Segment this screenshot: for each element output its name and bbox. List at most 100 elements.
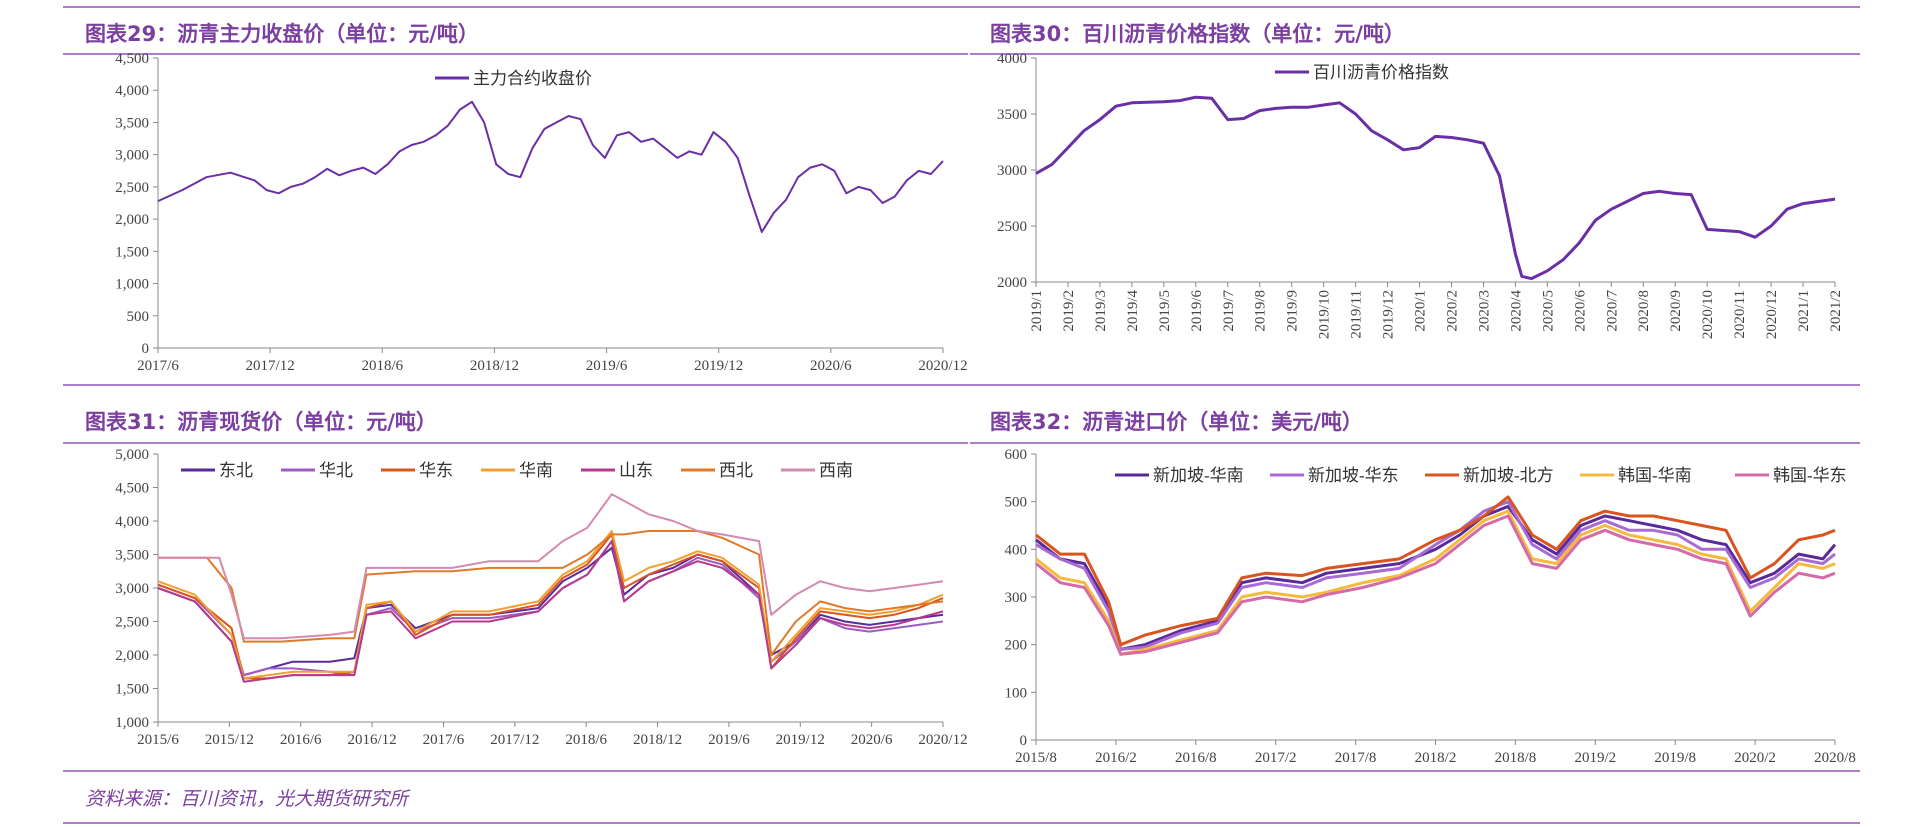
x-tick-label: 2020/10 <box>1700 290 1716 339</box>
chart-30: 2000 2500 3000 3500 4000 2019/1 2019/2 2019/3 20… <box>970 51 1860 382</box>
x-tick-label: 2019/6 <box>1189 290 1205 332</box>
panel-29-title-rule <box>63 53 968 55</box>
y-tick-label: 3,500 <box>115 548 149 564</box>
series-line-1 <box>1035 95 1836 281</box>
y-tick-label: 500 <box>1005 495 1028 511</box>
y-tick-label: 2000 <box>997 275 1027 291</box>
legend-label: 新加坡-北方 <box>1463 466 1554 485</box>
legend-label: 山东 <box>619 461 653 480</box>
x-tick-label: 2016/6 <box>280 732 322 748</box>
series-line-7 <box>158 493 944 640</box>
x-tick-label: 2017/2 <box>1255 750 1297 766</box>
y-tick-label: 2,000 <box>115 212 149 228</box>
x-tick-label: 2019/10 <box>1317 290 1333 339</box>
series-line-5 <box>157 540 944 683</box>
bottom-rule <box>63 822 1860 824</box>
y-tick-label: 2500 <box>997 219 1027 235</box>
series-line-4 <box>157 530 944 680</box>
x-tick-label: 2020/12 <box>1764 290 1780 339</box>
x-tick-label: 2020/4 <box>1508 290 1524 332</box>
series-line-4 <box>1035 509 1836 656</box>
panel-30-title: 图表30：百川沥青价格指数（单位：元/吨） <box>990 22 1405 46</box>
x-tick-label: 2019/8 <box>1253 290 1269 332</box>
x-tick-label: 2019/2 <box>1061 290 1077 332</box>
panel-31-title: 图表31：沥青现货价（单位：元/吨） <box>85 410 437 434</box>
middle-rule <box>63 384 1860 386</box>
chart-30-svg: 2000 2500 3000 3500 4000 2019/1 2019/2 2019/3 20… <box>997 51 1844 339</box>
y-tick-label: 3,000 <box>115 581 149 597</box>
x-tick-label: 2020/7 <box>1604 290 1620 332</box>
y-tick-label: 4,500 <box>115 51 149 67</box>
x-tick-label: 2019/2 <box>1574 750 1616 766</box>
y-tick-label: 200 <box>1005 638 1028 654</box>
x-tick-label: 2015/12 <box>205 732 254 748</box>
chart-32-svg: 0 100 200 300 400 500 600 2015/8 2016/2 2016/8 201… <box>1005 447 1856 766</box>
x-tick-label: 2019/8 <box>1654 750 1696 766</box>
y-tick-label: 2,000 <box>115 648 149 664</box>
legend-label: 华南 <box>519 461 553 480</box>
x-tick-label: 2019/5 <box>1157 290 1173 332</box>
x-tick-label: 2017/6 <box>423 732 465 748</box>
y-tick-label: 0 <box>142 341 150 357</box>
legend-label: 西南 <box>819 461 853 480</box>
legend-label: 百川沥青价格指数 <box>1313 63 1449 82</box>
x-tick-label: 2020/8 <box>1814 750 1856 766</box>
x-tick-label: 2015/6 <box>137 732 179 748</box>
y-tick-label: 1,500 <box>115 682 149 698</box>
top-rule <box>63 6 1860 8</box>
y-tick-label: 4,500 <box>115 481 149 497</box>
legend-label: 新加坡-华南 <box>1153 466 1244 485</box>
chart-29-svg: 0 500 1,000 1,500 2,000 2,500 3,000 3,500 4,000 4… <box>115 51 967 374</box>
y-tick-label: 2,500 <box>115 615 149 631</box>
x-tick-label: 2017/12 <box>490 732 539 748</box>
x-tick-label: 2019/11 <box>1349 290 1365 339</box>
x-tick-label: 2019/6 <box>708 732 750 748</box>
x-tick-label: 2019/12 <box>776 732 825 748</box>
series-line-3 <box>157 533 944 680</box>
y-tick-label: 3000 <box>997 163 1027 179</box>
x-tick-label: 2020/5 <box>1540 290 1556 332</box>
y-tick-label: 4000 <box>997 51 1027 67</box>
x-tick-label: 2018/6 <box>565 732 607 748</box>
y-tick-label: 4,000 <box>115 514 149 530</box>
panel-31-title-rule <box>63 442 968 444</box>
x-tick-label: 2018/12 <box>633 732 682 748</box>
legend-label: 韩国-华南 <box>1618 466 1692 485</box>
panel-32-title: 图表32：沥青进口价（单位：美元/吨） <box>990 410 1363 434</box>
series-line-3 <box>1035 495 1836 647</box>
x-tick-label: 2020/3 <box>1476 290 1492 332</box>
legend-label: 东北 <box>219 461 253 480</box>
x-tick-label: 2019/6 <box>586 358 628 374</box>
chart-31-svg: 1,000 1,500 2,000 2,500 3,000 3,500 4,000 4,500… <box>115 447 967 748</box>
lower-rule <box>63 770 1860 772</box>
x-tick-label: 2019/12 <box>694 358 743 374</box>
y-tick-label: 500 <box>127 309 150 325</box>
x-tick-label: 2019/3 <box>1093 290 1109 332</box>
series-line-5 <box>1035 514 1836 656</box>
y-tick-label: 0 <box>1020 733 1028 749</box>
x-tick-label: 2021/2 <box>1828 290 1844 332</box>
y-tick-label: 1,000 <box>115 715 149 731</box>
x-tick-label: 2017/8 <box>1335 750 1377 766</box>
x-tick-label: 2018/12 <box>470 358 519 374</box>
x-tick-label: 2020/9 <box>1668 290 1684 332</box>
series-line-2 <box>1035 500 1836 651</box>
x-tick-label: 2020/6 <box>1572 290 1588 332</box>
x-tick-label: 2016/12 <box>348 732 397 748</box>
x-tick-label: 2017/12 <box>246 358 295 374</box>
y-tick-label: 600 <box>1005 447 1028 463</box>
x-tick-label: 2016/2 <box>1095 750 1137 766</box>
x-tick-label: 2019/9 <box>1285 290 1301 332</box>
x-tick-label: 2016/8 <box>1175 750 1217 766</box>
x-tick-label: 2020/1 <box>1413 290 1429 332</box>
y-tick-label: 1,000 <box>115 277 149 293</box>
y-tick-label: 4,000 <box>115 83 149 99</box>
legend-label: 韩国-华东 <box>1773 466 1847 485</box>
series-line-1 <box>157 546 944 677</box>
series-line-6 <box>158 530 944 656</box>
x-tick-label: 2019/1 <box>1029 290 1045 332</box>
chart-31: 1,000 1,500 2,000 2,500 3,000 3,500 4,000 4,500… <box>63 445 967 767</box>
y-tick-label: 300 <box>1005 590 1028 606</box>
panel-29-title: 图表29：沥青主力收盘价（单位：元/吨） <box>85 22 479 46</box>
y-tick-label: 100 <box>1005 685 1028 701</box>
